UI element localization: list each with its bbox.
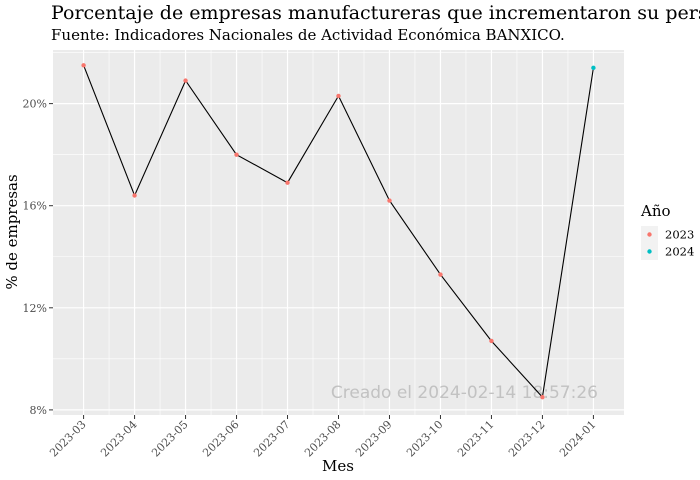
y-tick-label: 20% [23, 98, 47, 111]
legend-label: 2024 [665, 245, 694, 259]
x-tick-label: 2023-06 [200, 418, 242, 460]
data-point [336, 93, 341, 99]
x-tick-label: 2023-09 [353, 418, 395, 460]
data-point [183, 78, 188, 83]
x-tick-label: 2023-03 [47, 418, 89, 460]
data-point [132, 193, 137, 198]
x-tick-label: 2023-05 [149, 418, 191, 460]
x-tick-label: 2023-11 [455, 418, 497, 460]
legend-title: Año [640, 202, 671, 220]
y-axis: 8% 12% 16% 20% [23, 98, 53, 417]
x-tick-label: 2023-08 [302, 418, 344, 460]
y-axis-title: % de empresas [3, 174, 21, 289]
y-tick-label: 12% [23, 302, 47, 315]
x-axis-title: Mes [322, 457, 354, 475]
x-axis: 2023-03 2023-04 2023-05 2023-06 2023-07 2023-… [47, 415, 599, 460]
data-point [387, 198, 392, 203]
data-point [81, 63, 86, 68]
points [81, 63, 596, 400]
created-annotation: Creado el 2024-02-14 18:57:26 [331, 383, 598, 403]
legend-label: 2023 [665, 228, 694, 242]
data-point [234, 152, 239, 157]
data-point [438, 272, 443, 277]
data-point [285, 180, 290, 185]
x-tick-label: 2023-10 [404, 418, 446, 460]
annotation-layer: Creado el 2024-02-14 18:57:26 [331, 383, 598, 403]
legend: Año 2023 2024 [640, 202, 694, 260]
legend-key-point [647, 232, 652, 237]
data-point [591, 65, 596, 71]
y-tick-label: 8% [30, 404, 47, 417]
chart-subtitle: Fuente: Indicadores Nacionales de Activi… [51, 26, 565, 44]
x-tick-label: 2023-07 [251, 418, 293, 460]
data-point [540, 394, 545, 400]
data-point [489, 338, 494, 344]
y-tick-label: 16% [23, 200, 47, 213]
chart-title: Porcentaje de empresas manufactureras qu… [51, 2, 700, 24]
x-tick-label: 2023-12 [506, 418, 548, 460]
x-tick-label: 2023-04 [98, 418, 140, 460]
grid [53, 50, 624, 415]
x-tick-label: 2024-01 [557, 418, 599, 460]
legend-key-point [647, 249, 652, 254]
